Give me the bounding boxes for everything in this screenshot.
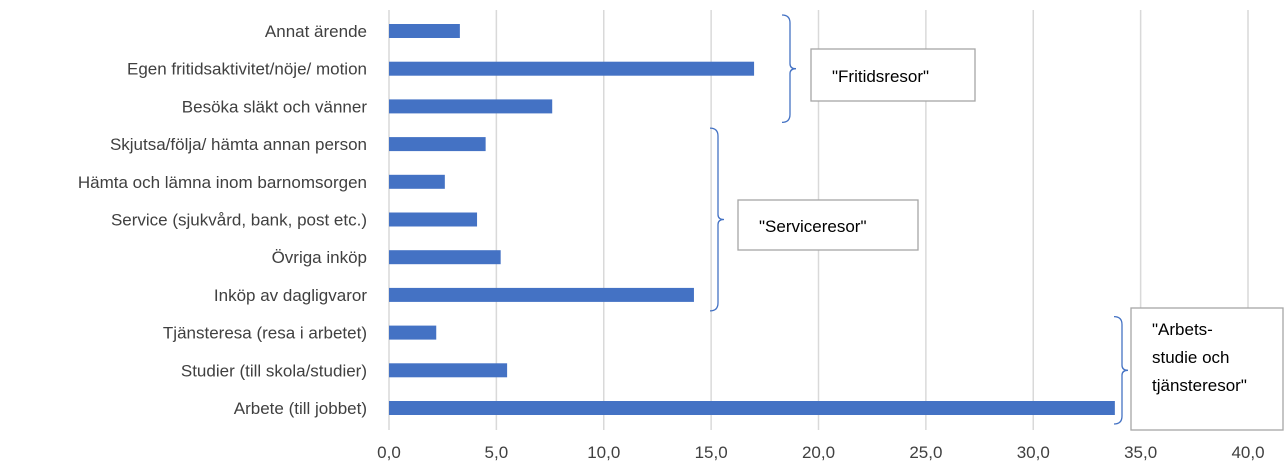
group-box [737,199,919,251]
x-tick-label: 35,0 [1124,443,1157,462]
group-bracket [781,14,797,124]
x-tick-label: 10,0 [587,443,620,462]
bar [389,363,508,378]
group-box [1130,307,1284,431]
category-label: Studier (till skola/studier) [181,361,367,380]
category-label: Besöka släkt och vänner [182,97,368,116]
group-label: studie och [1152,348,1230,367]
bar [389,325,437,340]
bar [389,287,694,302]
group-annotations: "Fritidsresor" "Serviceresor" "Arbets-stud… [709,14,1284,431]
group-label: "Arbets- [1152,320,1213,339]
category-label: Övriga inköp [272,248,367,267]
x-tick-label: 30,0 [1017,443,1050,462]
bar [389,99,553,114]
group-label: "Serviceresor" [759,217,867,236]
x-tick-label: 0,0 [377,443,401,462]
x-tick-label: 25,0 [909,443,942,462]
bar [389,174,445,189]
category-label: Service (sjukvård, bank, post etc.) [111,211,367,230]
group-box [810,48,976,102]
bar [389,250,501,265]
group-label: tjänsteresor" [1152,376,1247,395]
group-label: "Fritidsresor" [832,67,929,86]
bar [389,61,755,76]
bar-layer [389,24,1115,415]
category-label: Hämta och lämna inom barnomsorgen [78,173,367,192]
category-label: Annat ärende [265,22,367,41]
category-label: Inköp av dagligvaror [214,286,367,305]
bar [389,24,460,38]
x-tick-label: 5,0 [485,443,509,462]
group-bracket [709,127,725,312]
category-label: Tjänsteresa (resa i arbetet) [163,324,367,343]
group-bracket [1113,315,1129,425]
category-label: Egen fritidsaktivitet/nöje/ motion [127,60,367,79]
bar [389,212,478,227]
category-label: Arbete (till jobbet) [234,399,367,418]
x-tick-label: 40,0 [1231,443,1264,462]
bar [389,401,1115,415]
category-labels: Annat ärende Egen fritidsaktivitet/nöje/ … [78,22,367,418]
x-tick-label: 20,0 [802,443,835,462]
category-label: Skjutsa/följa/ hämta annan person [110,135,367,154]
bar [389,137,486,152]
x-tick-labels: 0,0 5,0 10,0 15,0 20,0 25,0 30,0 35,0 40,0 [377,443,1264,462]
x-tick-label: 15,0 [695,443,728,462]
